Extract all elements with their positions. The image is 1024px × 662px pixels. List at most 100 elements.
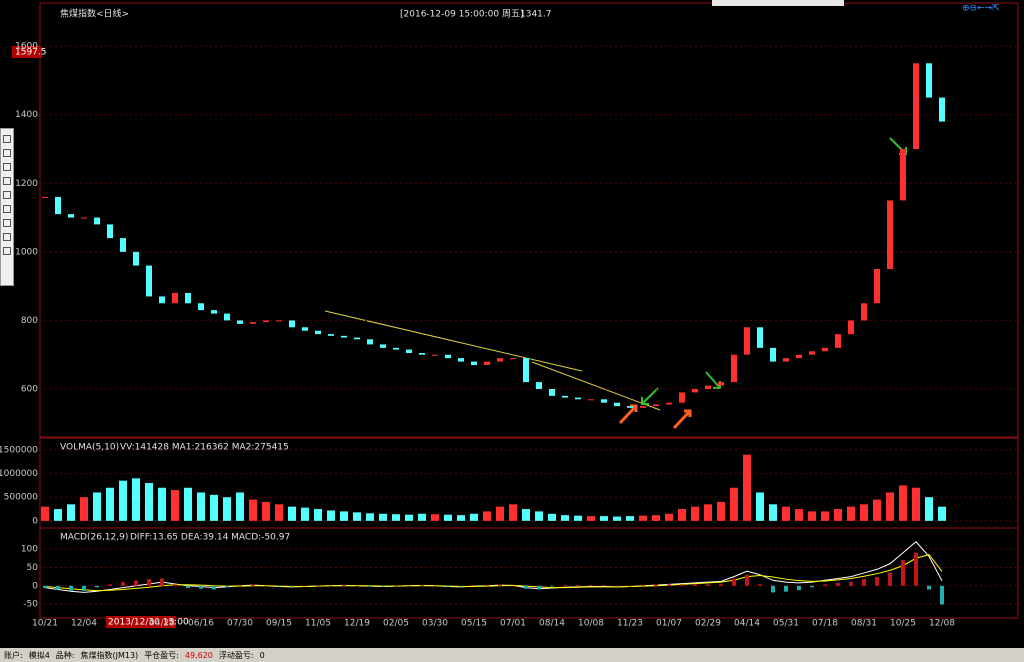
volume-bar [340, 511, 348, 521]
candle [627, 406, 633, 408]
candle [614, 402, 620, 407]
y-tick-label: 1200 [15, 179, 38, 189]
tool[interactable] [3, 177, 11, 185]
price-tag: 1597.5 [15, 48, 47, 58]
candle [419, 353, 425, 355]
candle [796, 354, 802, 359]
macd-bar [290, 585, 294, 587]
tool[interactable] [3, 191, 11, 199]
arrow-up [618, 404, 638, 425]
tool[interactable] [3, 233, 11, 241]
candle [770, 347, 776, 362]
volume-bar [184, 487, 192, 521]
volume-bar [756, 492, 764, 521]
candle [887, 200, 893, 269]
y-tick-label: -50 [23, 600, 38, 610]
tool[interactable] [3, 149, 11, 157]
candle [471, 361, 477, 365]
candle [42, 197, 48, 198]
zoom-icons[interactable]: ⊕⊖←→⇱ [962, 4, 1000, 14]
tool[interactable] [3, 135, 11, 143]
candle [406, 349, 412, 353]
volume-bar [379, 513, 387, 521]
account-label: 账户: [4, 650, 23, 660]
y-tick-label: 800 [21, 316, 38, 326]
volume-bar [717, 501, 725, 521]
tool[interactable] [3, 163, 11, 171]
volume-bar [418, 513, 426, 521]
x-tick-label: 10/08 [578, 619, 604, 629]
candle [185, 293, 191, 304]
macd-pane [39, 527, 1019, 619]
volume-bar [483, 511, 491, 521]
volume-bar [873, 499, 881, 521]
arrow-down [641, 387, 659, 405]
macd-bar [134, 580, 138, 586]
candle [809, 351, 815, 355]
candle [731, 354, 737, 383]
macd-bar [173, 584, 177, 586]
volume-bar [119, 480, 127, 521]
volume-bar [314, 509, 322, 521]
macd-bar [667, 584, 671, 586]
candle [874, 269, 880, 304]
macd-bar [654, 584, 658, 586]
top-toolbar[interactable] [712, 0, 844, 6]
macd-bar [641, 585, 645, 586]
volume-bar [704, 504, 712, 521]
candle [692, 389, 698, 393]
volume-bar [938, 506, 946, 521]
tool[interactable] [3, 219, 11, 227]
candle [81, 217, 87, 219]
macd-line [44, 541, 943, 593]
volume-bar [171, 490, 179, 521]
volume-bar [535, 511, 543, 521]
account[interactable]: 模拟4 [28, 650, 50, 660]
macd-bar [784, 585, 788, 592]
macd-bar [758, 584, 762, 586]
macd-bar [121, 582, 125, 586]
candle [211, 310, 217, 314]
x-tick-label: 09/15 [266, 619, 292, 629]
candle [744, 327, 750, 355]
macd-bar [576, 585, 580, 586]
macd-bar [524, 585, 528, 589]
price-pane [39, 2, 1019, 438]
macd-line [44, 554, 943, 592]
arrow-up [672, 409, 692, 430]
candle [198, 303, 204, 311]
volume-bar [392, 514, 400, 521]
candle [679, 392, 685, 403]
tool[interactable] [3, 205, 11, 213]
macd-bar [381, 585, 385, 587]
candle [341, 335, 347, 338]
volume-bar [210, 494, 218, 521]
candle [133, 251, 139, 266]
tool[interactable] [3, 247, 11, 255]
macd-bar [459, 585, 463, 587]
symbol[interactable]: 焦煤指数(JM13) [80, 650, 139, 660]
candle [237, 320, 243, 324]
x-tick-label: 06/16 [188, 619, 214, 629]
candle [497, 358, 503, 362]
candle [705, 385, 711, 389]
y-tick-label: 1000 [15, 247, 38, 257]
trend-line [531, 361, 661, 411]
volume-bar [574, 515, 582, 521]
x-tick-label: 08/31 [851, 619, 877, 629]
macd-bar [693, 584, 697, 586]
macd-bar [563, 585, 567, 586]
volume-bar [275, 504, 283, 521]
x-tick-label: 07/30 [227, 619, 253, 629]
candle [159, 296, 165, 304]
volume-bar [223, 497, 231, 521]
x-tick-label: 03/30 [422, 619, 448, 629]
macd-bar [550, 585, 554, 587]
volume-bar [236, 492, 244, 521]
candle [224, 313, 230, 321]
macd-bar [485, 585, 489, 586]
volume-bar [899, 485, 907, 521]
macd-bar [771, 585, 775, 593]
time-tag: 2013/12/30 15:00 [108, 618, 189, 628]
